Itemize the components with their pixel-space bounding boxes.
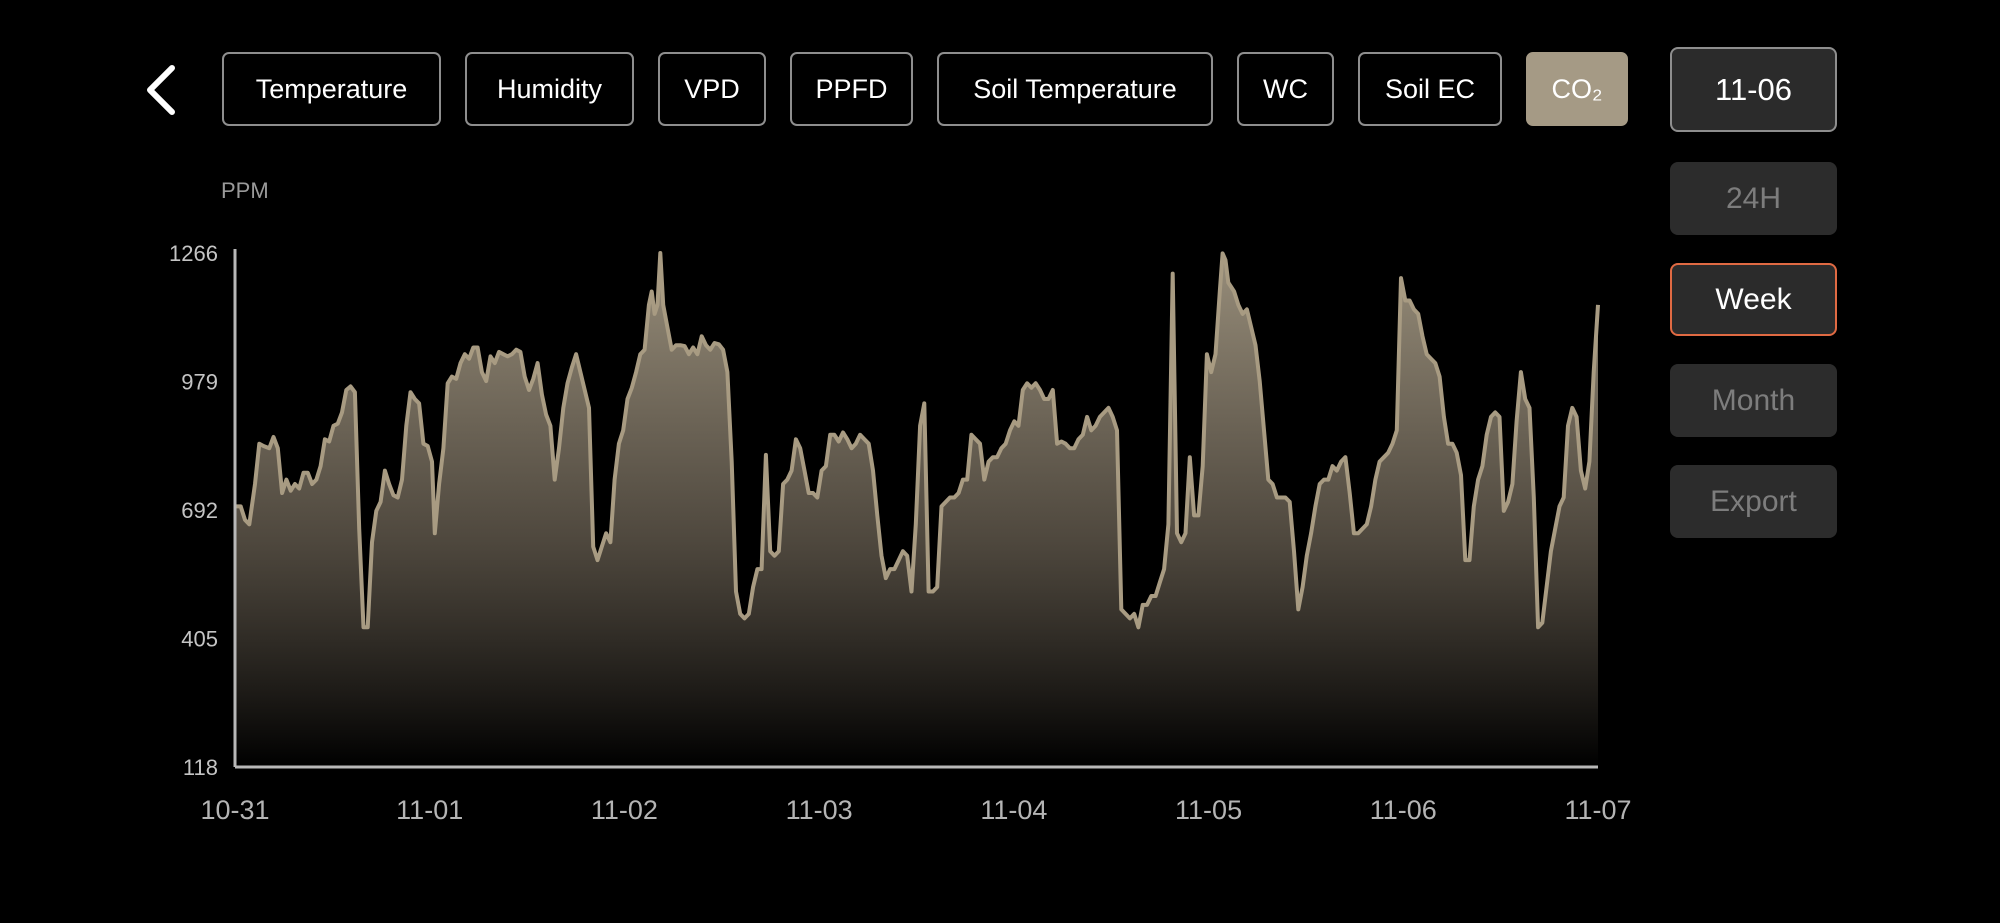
x-tick-label: 11-04 [980, 795, 1047, 825]
tab-wc[interactable]: WC [1237, 52, 1334, 126]
tab-temperature[interactable]: Temperature [222, 52, 441, 126]
x-tick-label: 11-07 [1564, 795, 1631, 825]
range-24h-button[interactable]: 24H [1670, 162, 1837, 235]
y-tick-label: 692 [181, 498, 218, 523]
tab-ppfd[interactable]: PPFD [790, 52, 913, 126]
tab-soil-ec[interactable]: Soil EC [1358, 52, 1502, 126]
y-tick-label: 405 [181, 627, 218, 652]
tab-vpd[interactable]: VPD [658, 52, 766, 126]
range-week-button[interactable]: Week [1670, 263, 1837, 336]
y-tick-label: 118 [183, 755, 218, 780]
x-tick-label: 11-01 [396, 795, 463, 825]
tab-soil-temperature[interactable]: Soil Temperature [937, 52, 1213, 126]
x-tick-label: 11-05 [1175, 795, 1242, 825]
export-button[interactable]: Export [1670, 465, 1837, 538]
date-picker-button[interactable]: 11-06 [1670, 47, 1837, 132]
chevron-left-icon [147, 65, 175, 115]
co2-series-line [235, 251, 1600, 630]
y-tick-label: 1266 [169, 241, 218, 266]
tab-co2[interactable]: CO₂ [1526, 52, 1628, 126]
back-button[interactable] [138, 60, 188, 120]
y-tick-label: 979 [181, 370, 218, 395]
x-tick-label: 11-02 [591, 795, 658, 825]
range-month-button[interactable]: Month [1670, 364, 1837, 437]
x-tick-label: 10-31 [200, 795, 269, 825]
tab-humidity[interactable]: Humidity [465, 52, 634, 126]
y-axis-unit-label: PPM [221, 178, 269, 203]
x-tick-label: 11-03 [786, 795, 853, 825]
x-tick-label: 11-06 [1370, 795, 1437, 825]
